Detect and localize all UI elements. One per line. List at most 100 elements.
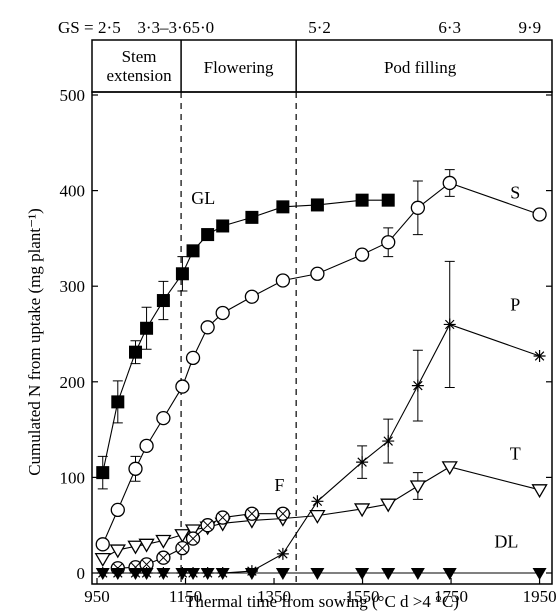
- data-point: [353, 503, 371, 518]
- marker-cross: [188, 533, 198, 544]
- data-point: [184, 524, 202, 539]
- marker-cross: [141, 559, 152, 570]
- data-point: [139, 557, 154, 572]
- data-point: [533, 349, 546, 362]
- y-axis-label: Cumulated N from uptake (mg plant⁻¹): [25, 208, 44, 476]
- data-point: [382, 435, 395, 448]
- data-point: [127, 540, 144, 555]
- data-point: [276, 200, 290, 214]
- data-point: [138, 538, 155, 553]
- marker-cross: [177, 543, 188, 554]
- data-point: [216, 219, 230, 233]
- growth-stage-label: 9·9: [519, 18, 542, 37]
- data-point: [139, 438, 154, 454]
- data-point: [275, 506, 291, 521]
- data-point: [310, 266, 325, 281]
- data-point: [381, 568, 396, 580]
- data-point: [380, 498, 397, 513]
- data-point: [244, 289, 260, 304]
- series-label: F: [274, 475, 284, 495]
- growth-stage-label: 3·3–3·6: [137, 18, 191, 37]
- x-tick-label: 1950: [523, 587, 556, 606]
- phase-label: Stem: [122, 47, 157, 66]
- growth-stage-label: 5·0: [191, 18, 214, 37]
- x-tick-label: 1750: [434, 587, 468, 606]
- data-point: [155, 534, 172, 549]
- data-point: [310, 568, 325, 580]
- data-point: [411, 379, 424, 392]
- data-point: [410, 200, 426, 215]
- data-point: [532, 568, 547, 580]
- plot-area: GL S P T F DL: [94, 92, 548, 584]
- data-point: [381, 193, 395, 207]
- x-tick-label: 1550: [346, 587, 380, 606]
- series-label: S: [510, 183, 520, 203]
- data-point: [276, 547, 289, 560]
- data-point: [441, 461, 458, 476]
- data-point: [275, 273, 291, 288]
- growth-stage-labels: 2·5 3·3–3·6 5·0 5·2 6·3 9·9: [98, 18, 541, 37]
- series-line: [102, 182, 540, 545]
- data-point: [175, 267, 189, 281]
- data-point: [215, 510, 230, 525]
- growth-stage-label: 5·2: [308, 18, 331, 37]
- data-point: [275, 568, 290, 580]
- data-point: [128, 461, 143, 476]
- y-tick-label: 400: [60, 182, 86, 201]
- data-point: [310, 198, 324, 212]
- data-point: [409, 480, 426, 495]
- data-point: [381, 235, 396, 250]
- growth-stage-label: 2·5: [98, 18, 121, 37]
- data-point: [442, 568, 457, 580]
- y-tick-label: 100: [60, 468, 86, 487]
- data-point: [245, 210, 259, 224]
- data-point: [110, 502, 125, 518]
- x-tick-label: 1350: [257, 587, 291, 606]
- data-point: [140, 321, 154, 335]
- data-point: [443, 318, 456, 331]
- data-point: [355, 193, 369, 207]
- marker-cross: [202, 520, 213, 531]
- data-point: [215, 305, 230, 321]
- series-gl: [96, 193, 395, 490]
- series-t: [94, 461, 548, 567]
- data-point: [186, 568, 201, 580]
- series-dl: [95, 568, 547, 580]
- data-point: [185, 531, 201, 546]
- y-tick-label: 500: [60, 86, 86, 105]
- growth-stage-label: 6·3: [438, 18, 461, 37]
- data-point: [185, 350, 201, 366]
- data-point: [532, 207, 547, 222]
- marker-cross: [217, 512, 228, 523]
- plot-frame: [91, 91, 553, 585]
- data-point: [355, 568, 370, 580]
- data-point: [201, 228, 215, 242]
- data-point: [356, 456, 369, 469]
- series-label: DL: [494, 531, 518, 551]
- data-point: [156, 550, 171, 565]
- data-point: [156, 294, 170, 308]
- data-point: [186, 244, 200, 258]
- marker-cross: [158, 552, 169, 563]
- marker-cross: [246, 508, 257, 519]
- data-point: [156, 410, 171, 426]
- phase-label: Pod filling: [384, 58, 457, 77]
- data-point: [311, 495, 324, 508]
- data-point: [215, 568, 230, 580]
- data-point: [129, 345, 143, 359]
- series-label: P: [510, 294, 520, 314]
- data-point: [128, 568, 143, 580]
- y-tick-label: 200: [60, 373, 86, 392]
- phase-label: Flowering: [204, 58, 274, 77]
- data-point: [175, 379, 190, 394]
- gs-prefix: GS =: [58, 18, 94, 37]
- data-point: [442, 175, 457, 191]
- x-tick-label: 1150: [169, 587, 202, 606]
- data-point: [94, 553, 111, 567]
- data-point: [244, 506, 260, 521]
- data-point: [200, 518, 215, 533]
- series-label: GL: [191, 188, 215, 208]
- series-line: [102, 199, 389, 473]
- data-point: [531, 484, 548, 499]
